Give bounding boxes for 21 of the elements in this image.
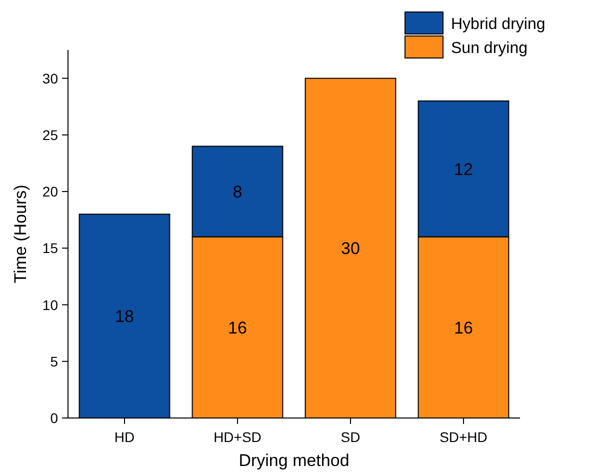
y-tick-label: 5	[50, 353, 58, 370]
legend-label: Hybrid drying	[451, 16, 546, 33]
data-label: 16	[228, 318, 247, 338]
x-tick-label: SD+HD	[440, 429, 488, 445]
x-axis-title: Drying method	[238, 451, 350, 470]
x-tick-label: SD	[340, 429, 360, 445]
y-tick-label: 10	[42, 296, 58, 313]
data-label: 8	[232, 182, 242, 202]
legend-label: Sun drying	[451, 40, 528, 57]
y-tick-label: 25	[42, 126, 58, 143]
data-label: 12	[454, 160, 473, 179]
x-tick-label: HD	[114, 429, 135, 445]
x-tick-label: HD+SD	[214, 429, 262, 445]
data-label: 30	[341, 239, 360, 258]
data-label: 18	[115, 307, 134, 326]
y-tick-label: 15	[42, 240, 58, 256]
data-label: 16	[454, 318, 473, 338]
y-tick-label: 0	[50, 410, 58, 426]
y-tick-label: 20	[42, 184, 58, 200]
y-axis-title: Time (Hours)	[11, 184, 30, 284]
y-tick-label: 30	[42, 70, 58, 86]
